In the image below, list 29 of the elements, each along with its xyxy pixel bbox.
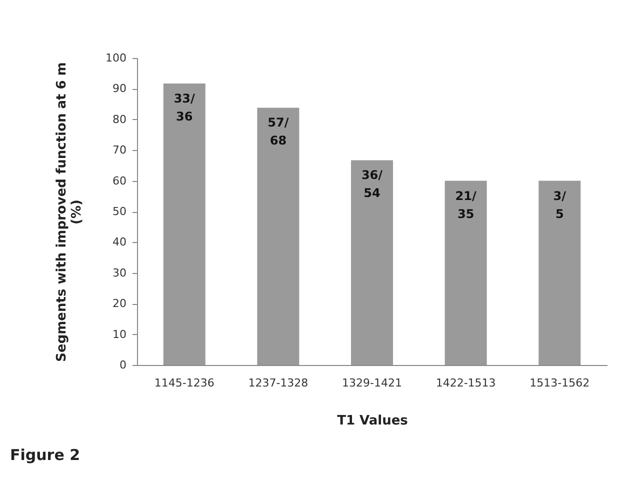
caption: Figure 2 xyxy=(10,446,80,464)
y-tick-label: 10 xyxy=(112,328,126,341)
y-tick-label: 80 xyxy=(112,112,126,126)
x-axis-title: T1 Values xyxy=(337,414,408,428)
annotation: 21/35 xyxy=(455,188,477,221)
x-tick-label: 1145-1236 xyxy=(154,376,214,390)
annotation: 36/54 xyxy=(361,168,384,200)
y-axis-title: Segments with improved function at 6 m (%) xyxy=(54,62,85,362)
y-tick-label: 60 xyxy=(112,174,126,188)
x-tick-label: 1422-1513 xyxy=(436,376,496,390)
y-tick-label: 50 xyxy=(112,205,126,218)
annotation: 57/68 xyxy=(268,116,290,148)
bar xyxy=(538,180,581,365)
y-tick-label: 20 xyxy=(112,297,126,310)
bar xyxy=(257,108,300,365)
y-tick-label: 100 xyxy=(106,52,126,64)
y-tick-label: 0 xyxy=(120,358,126,372)
y-tick-label: 30 xyxy=(112,266,126,280)
y-tick-label: 70 xyxy=(112,144,126,157)
x-tick-label: 1329-1421 xyxy=(342,376,402,390)
bar xyxy=(444,180,487,365)
annotation: 33/36 xyxy=(174,91,196,124)
annotation: 3/5 xyxy=(553,188,567,221)
y-tick-label: 40 xyxy=(112,236,126,249)
x-tick-label: 1237-1328 xyxy=(248,376,308,390)
x-tick-label: 1513-1562 xyxy=(530,376,590,390)
bar xyxy=(163,83,206,365)
bar xyxy=(351,160,393,365)
y-tick-label: 90 xyxy=(112,82,126,96)
